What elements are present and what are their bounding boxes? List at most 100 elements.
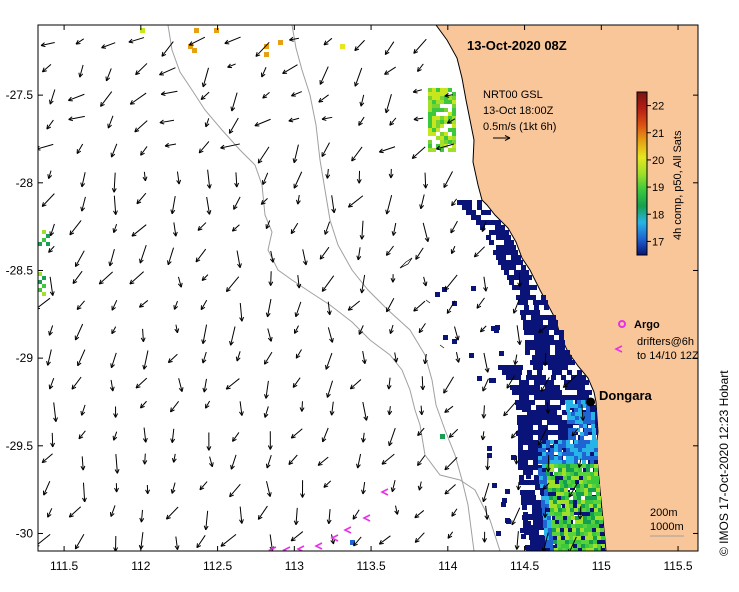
sst-pixel xyxy=(554,480,559,485)
current-arrow-icon xyxy=(476,297,485,309)
current-arrow-icon xyxy=(384,94,392,114)
sst-pixel xyxy=(532,515,537,520)
sst-pixel xyxy=(558,508,562,512)
sst-pixel xyxy=(570,460,574,464)
sst-pixel xyxy=(580,385,585,390)
sst-pixel xyxy=(576,428,580,432)
sst-pixel xyxy=(535,385,540,390)
current-arrow-icon xyxy=(201,274,209,281)
sst-pixel xyxy=(572,505,577,510)
sst-pixel xyxy=(573,536,577,540)
sst-pixel xyxy=(528,450,533,455)
sst-pixel xyxy=(42,276,46,280)
sst-pixel xyxy=(518,465,523,470)
sst-pixel xyxy=(528,325,533,330)
sst-pixel xyxy=(487,453,492,458)
sst-pixel xyxy=(511,455,516,460)
current-arrow-icon xyxy=(78,64,84,78)
sst-pixel xyxy=(594,508,598,512)
sst-pixel xyxy=(553,520,558,525)
current-arrow-icon xyxy=(386,377,392,390)
sst-pixel xyxy=(528,465,533,470)
sst-pixel xyxy=(591,524,595,528)
sst-pixel xyxy=(544,395,549,400)
current-arrow-icon xyxy=(108,249,115,267)
sst-pixel xyxy=(569,504,573,508)
sst-pixel xyxy=(562,512,566,516)
current-arrow-icon xyxy=(67,93,85,102)
sst-pixel xyxy=(561,496,565,500)
sst-pixel xyxy=(596,492,600,496)
sst-pixel xyxy=(440,148,444,152)
sst-pixel xyxy=(542,464,546,468)
sst-pixel xyxy=(543,480,547,484)
sst-pixel xyxy=(554,512,558,516)
sst-pixel xyxy=(500,225,505,230)
sst-pixel xyxy=(591,405,596,410)
sst-pixel xyxy=(563,430,568,435)
sst-pixel xyxy=(558,452,562,456)
current-arrow-icon xyxy=(387,406,393,416)
current-arrow-icon xyxy=(538,428,547,446)
current-arrow-icon xyxy=(232,432,240,442)
sst-pixel xyxy=(428,100,432,104)
sst-pixel xyxy=(563,520,567,524)
sst-pixel xyxy=(428,108,432,112)
current-arrow-icon xyxy=(422,222,430,243)
sst-pixel xyxy=(546,472,550,476)
sst-pixel xyxy=(542,444,546,448)
sst-pixel xyxy=(595,480,599,484)
sst-pixel xyxy=(565,544,569,548)
sst-pixel xyxy=(536,500,541,505)
current-arrow-icon xyxy=(294,301,302,318)
sst-pixel xyxy=(520,290,525,295)
sst-pixel xyxy=(548,430,553,435)
sst-pixel xyxy=(549,544,553,548)
sst-pixel xyxy=(514,270,519,275)
sst-pixel xyxy=(553,500,557,504)
sst-pixel xyxy=(528,430,533,435)
sst-pixel xyxy=(561,544,565,548)
sst-pixel xyxy=(444,108,448,112)
current-arrow-icon xyxy=(262,91,270,99)
sst-pixel xyxy=(543,440,548,445)
sst-pixel xyxy=(452,96,456,100)
current-arrow-icon xyxy=(80,404,86,416)
current-arrow-icon xyxy=(113,195,118,215)
sst-pixel xyxy=(452,100,456,104)
current-arrow-icon xyxy=(140,146,148,156)
sst-pixel xyxy=(543,430,548,435)
current-arrow-icon xyxy=(263,406,269,418)
current-arrow-icon xyxy=(444,93,453,98)
sst-pixel xyxy=(46,242,50,246)
sst-pixel xyxy=(548,320,553,325)
sst-pixel xyxy=(578,408,582,412)
sst-pixel xyxy=(505,518,510,523)
sst-pixel xyxy=(593,544,597,548)
sst-pixel xyxy=(541,375,546,380)
current-arrow-icon xyxy=(267,431,273,450)
sst-pixel xyxy=(578,456,582,460)
current-arrow-icon xyxy=(164,142,177,148)
sst-pixel xyxy=(552,484,556,488)
sst-pixel xyxy=(452,112,456,116)
current-arrow-icon xyxy=(209,456,214,468)
sst-pixel xyxy=(527,390,532,395)
sst-pixel xyxy=(444,96,448,100)
sst-pixel xyxy=(545,340,550,345)
sst-pixel xyxy=(544,305,549,310)
sst-pixel xyxy=(549,395,554,400)
current-arrow-icon xyxy=(135,377,148,389)
sst-pixel xyxy=(531,295,536,300)
sst-pixel xyxy=(575,516,579,520)
sst-pixel xyxy=(525,290,530,295)
sst-pixel xyxy=(586,448,590,452)
current-arrow-icon xyxy=(327,327,334,343)
sst-pixel xyxy=(581,540,585,544)
sst-pixel xyxy=(574,460,578,464)
current-arrow-icon xyxy=(359,274,366,294)
sst-pixel xyxy=(550,440,554,444)
current-arrow-icon xyxy=(455,352,461,363)
current-arrow-icon xyxy=(234,172,240,188)
current-arrow-icon xyxy=(139,400,147,409)
